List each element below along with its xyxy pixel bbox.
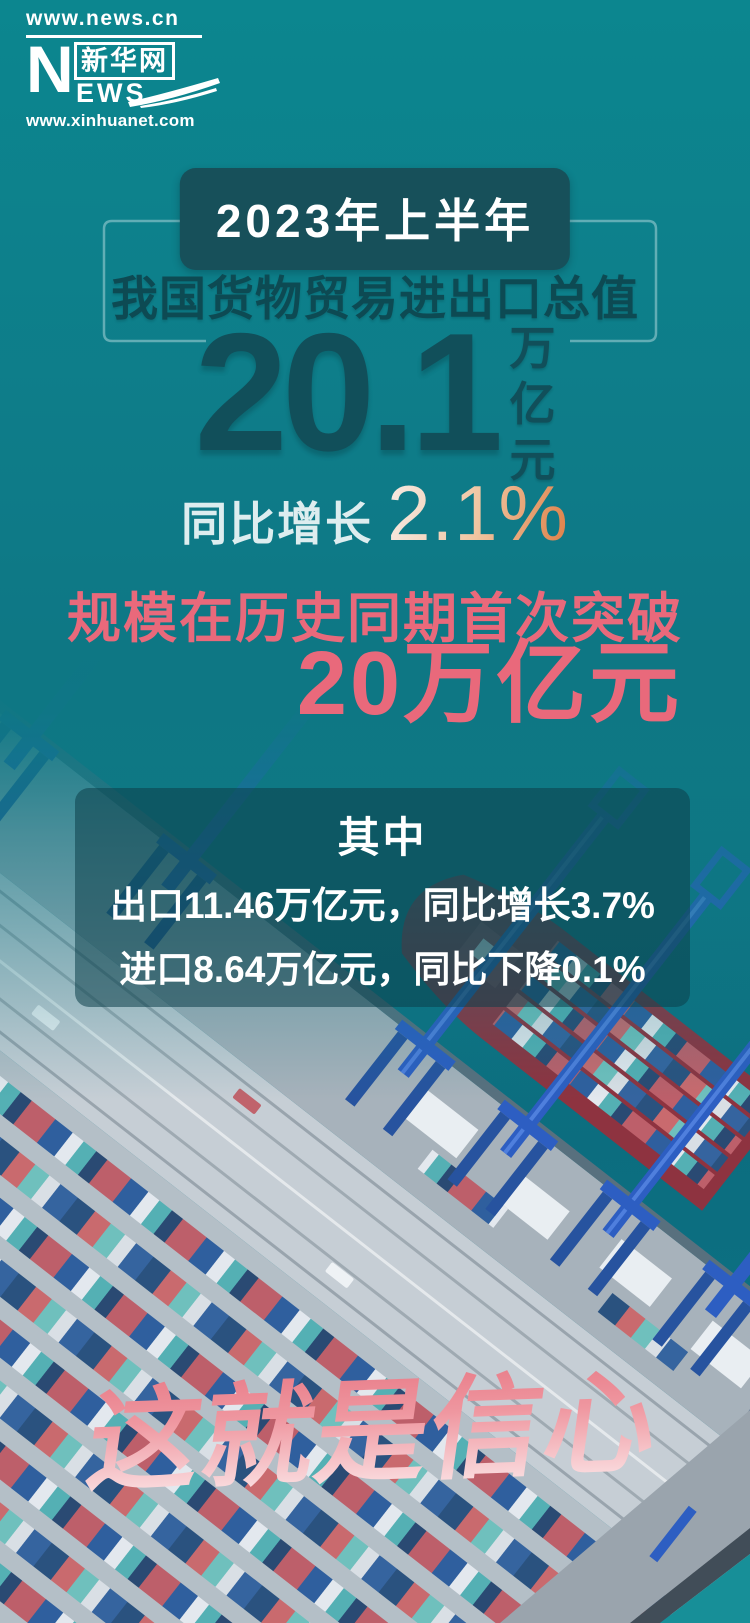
- xinhuanet-url: www.xinhuanet.com: [26, 111, 195, 130]
- unit-char: 万: [509, 322, 556, 374]
- breakdown-title: 其中: [337, 814, 428, 861]
- logo-letter-n: N: [26, 32, 74, 106]
- growth-label: 同比增长: [181, 498, 374, 550]
- swoosh-icon: [128, 78, 220, 108]
- xinhuawang-box: 新华网: [74, 42, 175, 81]
- breakwater: [500, 1410, 750, 1623]
- export-line: 出口11.46万亿元，同比增长3.7%: [110, 885, 655, 926]
- slogan: 这就是信心: [79, 1332, 672, 1515]
- period-badge: 2023年上半年: [179, 168, 571, 270]
- milestone-line: 规模在历史同期首次突破: [67, 589, 683, 649]
- unit-char: 亿: [509, 378, 556, 431]
- growth-value: 2.1%: [387, 469, 569, 557]
- subtitle: 我国货物贸易进出口总值: [111, 272, 639, 325]
- import-line: 进口8.64万亿元，同比下降0.1%: [119, 949, 646, 990]
- news-cn-url: www.news.cn: [26, 6, 202, 38]
- xinhuanet-logo: www.news.cn N 新华网 EWS www.xinhuanet.com: [26, 6, 226, 131]
- headline-figure: 20.1 万 亿 元: [0, 298, 750, 488]
- breakdown-panel: 其中 出口11.46万亿元，同比增长3.7% 进口8.64万亿元，同比下降0.1…: [75, 788, 690, 1007]
- growth-row: 同比增长 2.1%: [0, 468, 750, 559]
- unit-char: 元: [509, 434, 556, 487]
- unit-trillion-yuan: 万 亿 元: [509, 320, 555, 488]
- total-value-number: 20.1: [194, 298, 504, 486]
- milestone-value: 20万亿元: [296, 634, 682, 734]
- news-logo: N 新华网 EWS: [26, 36, 226, 108]
